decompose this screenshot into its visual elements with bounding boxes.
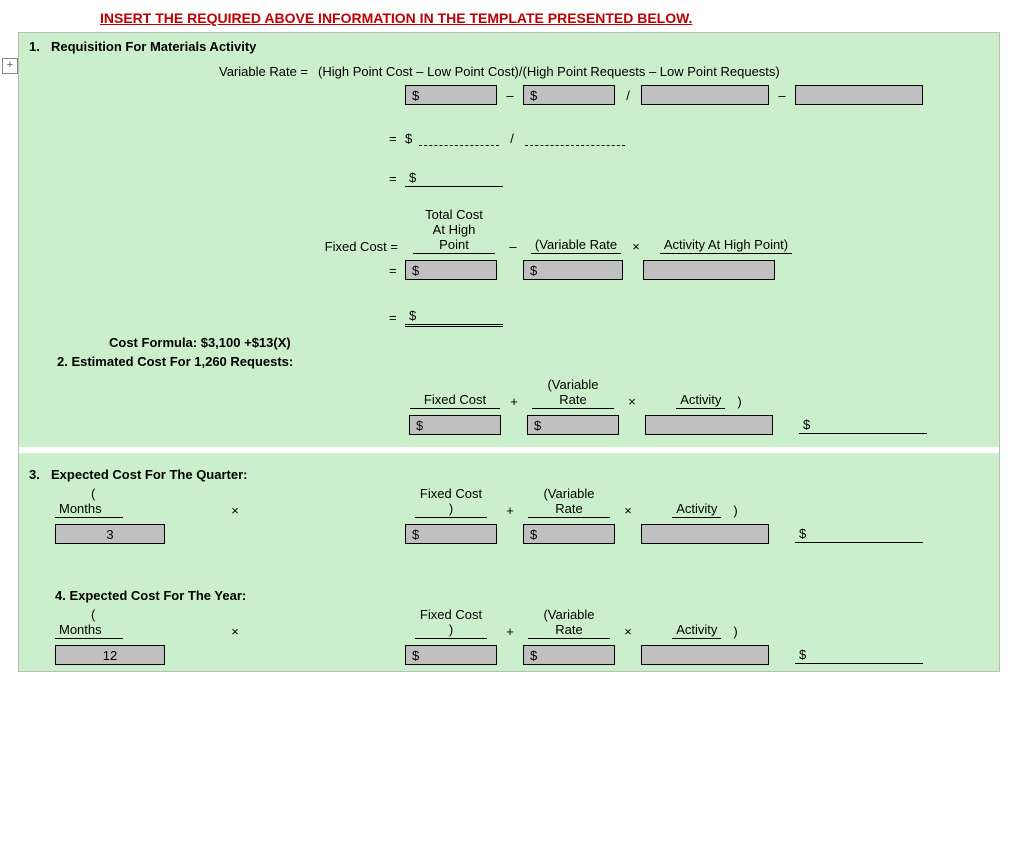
variable-rate-lhs: Variable Rate = xyxy=(219,64,308,79)
y-vr-input[interactable]: $ xyxy=(523,645,615,665)
cost-formula: Cost Formula: $3,100 +$13(X) xyxy=(109,335,291,350)
rparen-4b: ) xyxy=(733,624,737,639)
rparen-4a: ) xyxy=(415,622,487,639)
est-fc-input[interactable]: $ xyxy=(409,415,501,435)
q-result[interactable]: $ xyxy=(795,526,923,543)
est-result[interactable]: $ xyxy=(799,417,927,434)
q-vr-input[interactable]: $ xyxy=(523,524,615,544)
hp-cost-input[interactable]: $ xyxy=(405,85,497,105)
months-lbl-3: Months xyxy=(55,501,123,518)
y-act-input[interactable] xyxy=(641,645,769,665)
vr-lbl: (Variable Rate xyxy=(531,237,621,254)
act-hp-lbl: Activity At High Point) xyxy=(660,237,792,254)
section-4-title: 4. Expected Cost For The Year: xyxy=(55,588,246,603)
eq-2: = xyxy=(389,171,405,186)
vr2-l1: (Variable xyxy=(547,377,598,392)
act-lbl-3: Activity xyxy=(672,501,721,518)
eq-1: = xyxy=(389,131,405,146)
est-vr-input[interactable]: $ xyxy=(527,415,619,435)
page-instruction: INSERT THE REQUIRED ABOVE INFORMATION IN… xyxy=(0,0,1024,32)
fc-lbl: Fixed Cost xyxy=(410,392,501,409)
vr-l2-4: Rate xyxy=(528,622,610,639)
thp-l3: Point xyxy=(413,237,495,254)
times-op-3b: × xyxy=(615,503,641,518)
eq-4: = xyxy=(389,310,405,325)
times-op-2: × xyxy=(619,394,645,409)
thp-l1: Total Cost xyxy=(425,207,483,222)
section-1: 1. Requisition For Materials Activity Va… xyxy=(19,33,999,453)
vr-l1-3: (Variable xyxy=(543,486,594,501)
times-op-4: × xyxy=(205,624,265,639)
months-input-4[interactable]: 12 xyxy=(55,645,165,665)
minus-op: – xyxy=(497,88,523,103)
num-diff-blank[interactable] xyxy=(419,131,499,146)
divide-op: / xyxy=(615,88,641,103)
variable-rate-result[interactable]: $ xyxy=(405,170,503,187)
lp-cost-input[interactable]: $ xyxy=(523,85,615,105)
section-3-num: 3. xyxy=(29,467,51,482)
fixed-cost-lhs: Fixed Cost = xyxy=(302,239,398,254)
y-fc-input[interactable]: $ xyxy=(405,645,497,665)
times-op-3: × xyxy=(205,503,265,518)
times-op-1: × xyxy=(626,239,646,254)
vr2-l2: Rate xyxy=(532,392,614,409)
est-act-input[interactable] xyxy=(645,415,773,435)
y-result[interactable]: $ xyxy=(795,647,923,664)
minus-op-3: – xyxy=(500,239,526,254)
expand-icon[interactable]: + xyxy=(2,58,18,74)
lparen-3: ( xyxy=(55,486,95,501)
act-lbl-4: Activity xyxy=(672,622,721,639)
months-input-3[interactable]: 3 xyxy=(55,524,165,544)
thp-l2: At High xyxy=(433,222,476,237)
plus-op-3: + xyxy=(497,503,523,518)
q-act-input[interactable] xyxy=(641,524,769,544)
section-1-title: Requisition For Materials Activity xyxy=(51,39,256,54)
rparen-1: ) xyxy=(737,394,741,409)
fc-totalhp-input[interactable]: $ xyxy=(405,260,497,280)
times-op-4b: × xyxy=(615,624,641,639)
eq-3: = xyxy=(389,263,405,278)
months-lbl-4: Months xyxy=(55,622,123,639)
lparen-4: ( xyxy=(55,607,95,622)
den-diff-blank[interactable] xyxy=(525,131,625,146)
divide-op-2: / xyxy=(499,131,525,146)
vr-l2-3: Rate xyxy=(528,501,610,518)
section-1-num: 1. xyxy=(29,39,51,54)
fixed-cost-result[interactable]: $ xyxy=(405,308,503,327)
lp-req-input[interactable] xyxy=(795,85,923,105)
fc-vr-input[interactable]: $ xyxy=(523,260,623,280)
section-3: 3. Expected Cost For The Quarter: ( Mont… xyxy=(19,453,999,671)
act-lbl-1: Activity xyxy=(676,392,725,409)
plus-op-4: + xyxy=(497,624,523,639)
worksheet: 1. Requisition For Materials Activity Va… xyxy=(18,32,1000,672)
rparen-3a: ) xyxy=(415,501,487,518)
minus-op-2: – xyxy=(769,88,795,103)
est-title: 2. Estimated Cost For 1,260 Requests: xyxy=(57,354,293,369)
dollar-1: $ xyxy=(405,131,419,146)
variable-rate-rhs: (High Point Cost – Low Point Cost)/(High… xyxy=(318,64,780,79)
vr-l1-4: (Variable xyxy=(543,607,594,622)
fc-lbl-4: Fixed Cost xyxy=(420,607,482,622)
q-fc-input[interactable]: $ xyxy=(405,524,497,544)
fc-lbl-3: Fixed Cost xyxy=(420,486,482,501)
section-3-title: Expected Cost For The Quarter: xyxy=(51,467,247,482)
plus-op-1: + xyxy=(501,394,527,409)
fc-act-input[interactable] xyxy=(643,260,775,280)
hp-req-input[interactable] xyxy=(641,85,769,105)
rparen-3b: ) xyxy=(733,503,737,518)
